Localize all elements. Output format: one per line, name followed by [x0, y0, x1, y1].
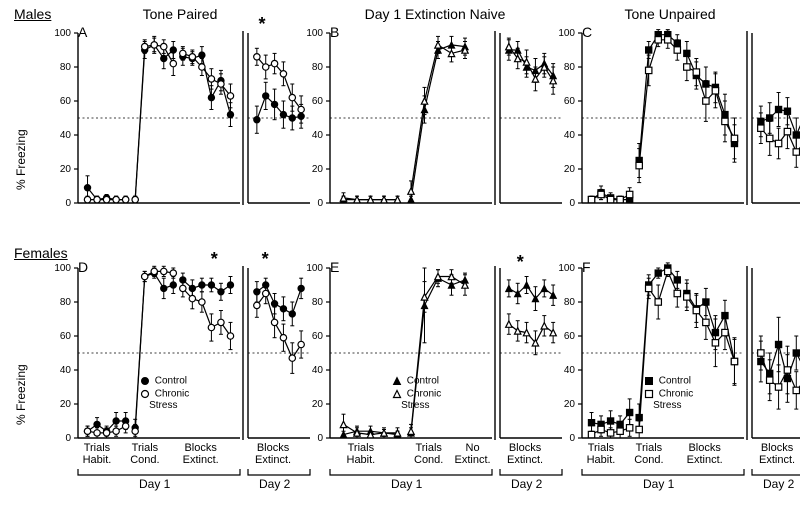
x-group-naive-habit: TrialsHabit.: [347, 443, 376, 466]
day1-label-unpaired: Day 1: [643, 477, 674, 491]
legend-unpaired: Control Chronic Stress: [642, 375, 693, 412]
svg-text:40: 40: [60, 365, 72, 376]
panel-females_unpaired-day1: 0 20 40 60 80 100: [552, 265, 749, 441]
legend-unpaired-control: Control: [656, 376, 691, 387]
x-group-paired-ext1: BlocksExtinct.: [183, 443, 219, 466]
svg-text:80: 80: [312, 62, 324, 73]
day1-bracket-naive: [330, 469, 522, 491]
svg-text:0: 0: [65, 433, 71, 444]
legend-naive-control: Control: [404, 376, 439, 387]
svg-text:40: 40: [312, 130, 324, 141]
svg-text:40: 40: [60, 130, 72, 141]
x-group-paired-cond: TrialsCond.: [130, 443, 159, 466]
svg-text:80: 80: [60, 297, 72, 308]
panel-males_paired-day1: 0 20 40 60 80 100: [48, 30, 245, 206]
svg-text:80: 80: [564, 297, 576, 308]
svg-text:100: 100: [54, 28, 71, 39]
panel-letter-males_paired: A: [78, 24, 87, 40]
svg-text:20: 20: [60, 399, 72, 410]
svg-text:60: 60: [60, 96, 72, 107]
svg-text:20: 20: [312, 399, 324, 410]
legend-naive: Control Chronic Stress: [390, 375, 441, 412]
svg-text:0: 0: [65, 198, 71, 209]
y-axis-label-males: % Freezing: [14, 129, 28, 190]
svg-text:40: 40: [564, 365, 576, 376]
annotation-star: *: [517, 252, 524, 273]
panel-letter-females_naive: E: [330, 259, 339, 275]
svg-text:40: 40: [564, 130, 576, 141]
col-title-naive: Day 1 Extinction Naive: [345, 6, 525, 22]
y-axis-label-females: % Freezing: [14, 364, 28, 425]
panel-females_naive-day1: 0 20 40 60 80 100: [300, 265, 497, 441]
svg-text:20: 20: [564, 399, 576, 410]
x-group-naive-noext: NoExtinct.: [455, 443, 491, 466]
x-group-paired-habit: TrialsHabit.: [83, 443, 112, 466]
day2-label-paired: Day 2: [259, 477, 290, 491]
row-label-males: Males: [14, 6, 51, 22]
svg-text:80: 80: [60, 62, 72, 73]
figure-root: Males Females Tone Paired Day 1 Extincti…: [0, 0, 800, 513]
col-title-paired: Tone Paired: [120, 6, 240, 22]
x-group-unpaired-day2-ext2: BlocksExtinct.: [759, 443, 795, 466]
svg-text:40: 40: [312, 365, 324, 376]
x-group-unpaired-habit: TrialsHabit.: [587, 443, 616, 466]
svg-text:60: 60: [60, 331, 72, 342]
legend-paired: Control Chronic Stress: [138, 375, 189, 412]
svg-text:80: 80: [312, 297, 324, 308]
day1-label-paired: Day 1: [139, 477, 170, 491]
svg-text:80: 80: [564, 62, 576, 73]
svg-text:100: 100: [54, 263, 71, 274]
panel-letter-females_paired: D: [78, 259, 88, 275]
day2-label-naive: Day 2: [511, 477, 542, 491]
col-title-unpaired: Tone Unpaired: [600, 6, 740, 22]
panel-males_unpaired-day1: 0 20 40 60 80 100: [552, 30, 749, 206]
x-group-naive-day2-ext2: BlocksExtinct.: [507, 443, 543, 466]
svg-text:20: 20: [60, 164, 72, 175]
svg-text:0: 0: [569, 433, 575, 444]
svg-text:0: 0: [569, 198, 575, 209]
row-label-females: Females: [14, 245, 68, 261]
svg-text:60: 60: [312, 96, 324, 107]
svg-text:60: 60: [312, 331, 324, 342]
panel-letter-females_unpaired: F: [582, 259, 591, 275]
svg-text:20: 20: [312, 164, 324, 175]
svg-text:100: 100: [306, 28, 323, 39]
x-group-paired-day2-ext2: BlocksExtinct.: [255, 443, 291, 466]
panel-males_unpaired-day2: [752, 30, 800, 206]
svg-text:60: 60: [564, 96, 576, 107]
x-group-unpaired-ext1: BlocksExtinct.: [687, 443, 723, 466]
day1-bracket-paired: [78, 469, 270, 491]
svg-text:0: 0: [317, 433, 323, 444]
panel-letter-males_naive: B: [330, 24, 339, 40]
day1-bracket-unpaired: [582, 469, 774, 491]
svg-text:100: 100: [558, 263, 575, 274]
svg-text:100: 100: [558, 28, 575, 39]
svg-text:20: 20: [564, 164, 576, 175]
annotation-star: *: [259, 14, 266, 35]
panel-males_naive-day1: 0 20 40 60 80 100: [300, 30, 497, 206]
svg-text:0: 0: [317, 198, 323, 209]
panel-females_paired-day1: 0 20 40 60 80 100: [48, 265, 245, 441]
panel-females_unpaired-day2: [752, 265, 800, 441]
legend-paired-control: Control: [152, 376, 187, 387]
annotation-star: *: [211, 249, 218, 270]
day2-label-unpaired: Day 2: [763, 477, 794, 491]
day1-label-naive: Day 1: [391, 477, 422, 491]
svg-text:60: 60: [564, 331, 576, 342]
x-group-unpaired-cond: TrialsCond.: [634, 443, 663, 466]
panel-letter-males_unpaired: C: [582, 24, 592, 40]
svg-text:100: 100: [306, 263, 323, 274]
annotation-star: *: [262, 249, 269, 270]
x-group-naive-cond: TrialsCond.: [414, 443, 443, 466]
